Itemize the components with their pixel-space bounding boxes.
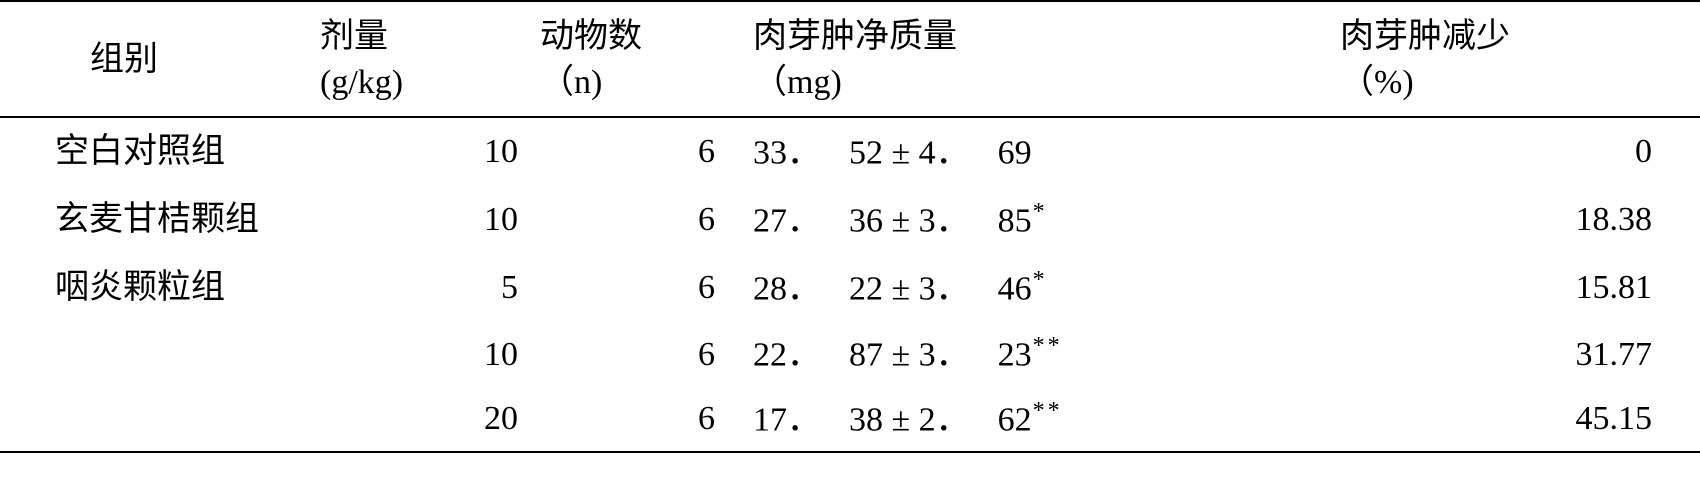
table-row: 玄麦甘桔颗组 10 6 27． 36 ± 3． 85* 18.38 [0, 186, 1700, 254]
mass-pre: 22． [753, 337, 821, 374]
header-mass: 肉芽肿净质量 （mg) [735, 1, 1340, 117]
cell-mass: 17． 38 ± 2． 62** [735, 387, 1340, 452]
cell-animals: 6 [540, 117, 735, 186]
header-dose-l2: (g/kg) [320, 60, 540, 106]
mass-end: 62 [998, 401, 1032, 438]
cell-mass: 27． 36 ± 3． 85* [735, 186, 1340, 254]
mass-mid: 38 ± 2． [849, 401, 970, 438]
cell-mass: 33． 52 ± 4． 69 [735, 117, 1340, 186]
mass-sup: * [1032, 199, 1048, 225]
mass-mid: 87 ± 3． [849, 337, 970, 374]
mass-sup: ** [1032, 398, 1063, 424]
cell-reduce: 31.77 [1340, 322, 1700, 386]
mass-end: 46 [998, 271, 1032, 308]
cell-group: 玄麦甘桔颗组 [0, 186, 320, 254]
header-animals-l2: （n) [540, 60, 735, 106]
mass-sup: ** [1032, 333, 1063, 359]
mass-pre: 28． [753, 271, 821, 308]
cell-dose: 10 [320, 186, 540, 254]
mass-mid: 22 ± 3． [849, 271, 970, 308]
cell-animals: 6 [540, 186, 735, 254]
header-mass-l2: （mg) [753, 60, 1340, 106]
mass-end: 85 [998, 202, 1032, 239]
cell-reduce: 45.15 [1340, 387, 1700, 452]
mass-mid: 36 ± 3． [849, 202, 970, 239]
data-table: 组别 剂量 (g/kg) 动物数 （n) 肉芽肿净质量 （mg) 肉芽肿减少 （… [0, 0, 1700, 453]
mass-end: 23 [998, 337, 1032, 374]
table-row: 10 6 22． 87 ± 3． 23** 31.77 [0, 322, 1700, 386]
mass-end: 69 [998, 134, 1032, 171]
cell-group [0, 322, 320, 386]
table-row: 空白对照组 10 6 33． 52 ± 4． 69 0 [0, 117, 1700, 186]
cell-dose: 5 [320, 254, 540, 322]
cell-group: 咽炎颗粒组 [0, 254, 320, 322]
header-group-l1: 组别 [90, 37, 320, 83]
cell-mass: 22． 87 ± 3． 23** [735, 322, 1340, 386]
cell-animals: 6 [540, 387, 735, 452]
header-row: 组别 剂量 (g/kg) 动物数 （n) 肉芽肿净质量 （mg) 肉芽肿减少 （… [0, 1, 1700, 117]
cell-group: 空白对照组 [0, 117, 320, 186]
cell-mass: 28． 22 ± 3． 46* [735, 254, 1340, 322]
mass-pre: 33． [753, 134, 821, 171]
header-reduce-l1: 肉芽肿减少 [1340, 14, 1700, 60]
cell-dose: 10 [320, 117, 540, 186]
mass-mid: 52 ± 4． [849, 134, 970, 171]
header-mass-l1: 肉芽肿净质量 [753, 14, 1340, 60]
cell-group [0, 387, 320, 452]
table-row: 咽炎颗粒组 5 6 28． 22 ± 3． 46* 15.81 [0, 254, 1700, 322]
cell-reduce: 15.81 [1340, 254, 1700, 322]
header-animals: 动物数 （n) [540, 1, 735, 117]
cell-animals: 6 [540, 322, 735, 386]
cell-dose: 10 [320, 322, 540, 386]
mass-pre: 27． [753, 202, 821, 239]
mass-sup: * [1032, 267, 1048, 293]
cell-animals: 6 [540, 254, 735, 322]
header-dose-l1: 剂量 [320, 14, 540, 60]
mass-pre: 17． [753, 401, 821, 438]
header-animals-l1: 动物数 [540, 14, 735, 60]
header-group: 组别 [0, 1, 320, 117]
cell-reduce: 18.38 [1340, 186, 1700, 254]
table-row: 20 6 17． 38 ± 2． 62** 45.15 [0, 387, 1700, 452]
cell-reduce: 0 [1340, 117, 1700, 186]
header-reduce: 肉芽肿减少 （%) [1340, 1, 1700, 117]
header-reduce-l2: （%) [1340, 60, 1700, 106]
mass-sup [1032, 131, 1033, 157]
header-dose: 剂量 (g/kg) [320, 1, 540, 117]
cell-dose: 20 [320, 387, 540, 452]
